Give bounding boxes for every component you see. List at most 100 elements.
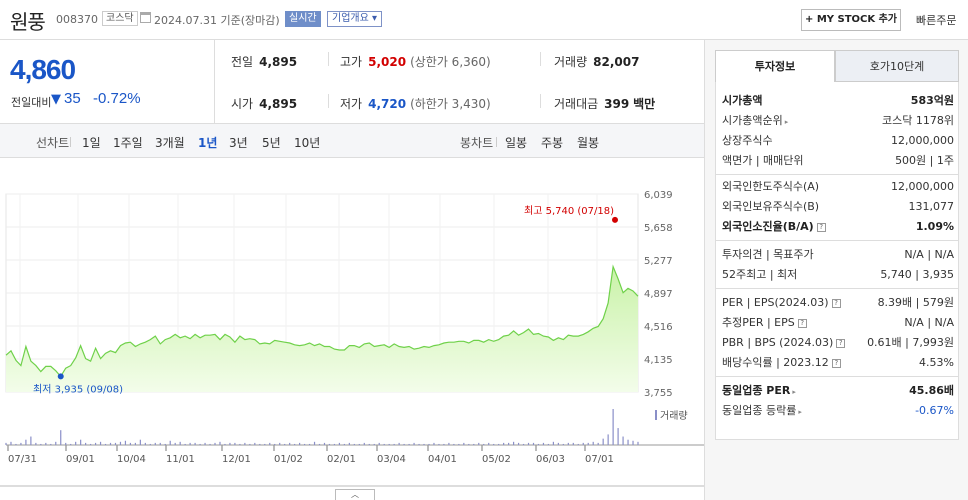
volume-bar: [214, 442, 216, 445]
line-chart-label: 선차트: [36, 136, 70, 150]
volume-bar: [463, 442, 465, 445]
period-1d[interactable]: 1일: [82, 136, 101, 150]
volume-bar: [627, 439, 629, 445]
volume-bar: [269, 442, 271, 445]
x-tick-label: 03/04: [377, 454, 406, 465]
quick-order-link[interactable]: 빠른주문: [916, 14, 957, 27]
volume-bar: [124, 440, 127, 445]
info-row-value: 0.61배 | 7,993원: [867, 336, 954, 349]
x-tick-label: 07/01: [585, 454, 614, 465]
volume-bar: [537, 443, 540, 445]
period-1y[interactable]: 1년: [198, 136, 218, 150]
volume-bar: [557, 442, 559, 445]
info-row-value: N/A | N/A: [904, 248, 954, 261]
volume-bar: [129, 442, 132, 445]
low-price: 저가 4,720 (하한가 3,430): [340, 97, 491, 111]
candle-chart-label: 봉차트: [460, 136, 494, 150]
volume-bar: [493, 443, 495, 445]
divider: [328, 94, 329, 108]
volume-bar: [244, 442, 246, 445]
volume-bar: [75, 441, 77, 445]
volume-bar: [254, 442, 256, 445]
volume-bar: [343, 443, 345, 445]
x-tick-label: 05/02: [482, 454, 511, 465]
info-row-value: 5,740 | 3,935: [880, 268, 954, 281]
info-row-label: PER | EPS(2024.03)?: [722, 294, 841, 312]
caret-right-icon[interactable]: ▸: [798, 408, 802, 416]
low-marker: [57, 373, 64, 380]
volume-bar: [547, 443, 550, 445]
y-tick-label: 4,516: [644, 322, 673, 333]
help-icon[interactable]: ?: [797, 319, 807, 328]
volume-bar: [70, 443, 72, 445]
caret-right-icon[interactable]: ▸: [784, 118, 789, 126]
caret-right-icon[interactable]: ▸: [792, 388, 796, 396]
volume-bar: [45, 442, 47, 445]
info-row: 외국인보유주식수(B) 131,077: [722, 198, 954, 216]
help-icon[interactable]: ?: [831, 359, 841, 368]
info-row-value: 4.53%: [919, 356, 954, 369]
stock-name: 원풍: [10, 10, 46, 34]
period-5y[interactable]: 5년: [262, 136, 281, 150]
volume-bar: [368, 443, 370, 445]
volume-bar: [179, 441, 181, 445]
period-10y[interactable]: 10년: [294, 136, 321, 150]
volume-bar: [264, 443, 266, 445]
help-icon[interactable]: ?: [816, 223, 826, 232]
x-tick-label: 09/01: [66, 454, 95, 465]
info-row: 상장주식수 12,000,000: [722, 132, 954, 150]
change-label: 전일대비: [11, 96, 52, 109]
volume-bar: [80, 439, 82, 445]
volume-bar: [284, 443, 286, 445]
period-3m[interactable]: 3개월: [155, 136, 185, 150]
info-row-value: 131,077: [908, 200, 955, 213]
price-chart[interactable]: 6,039 5,658 5,277 4,897 4,516 4,135 3,755 07/31…: [0, 158, 704, 490]
info-row-label: 투자의견 | 목표주가: [722, 248, 814, 261]
tab-investment-info[interactable]: 투자정보: [715, 50, 835, 82]
period-1w[interactable]: 1주일: [113, 136, 143, 150]
volume-bar: [453, 443, 455, 445]
help-icon[interactable]: ?: [831, 299, 841, 308]
candle-daily[interactable]: 일봉: [505, 136, 528, 150]
volume-bar: [393, 443, 395, 445]
info-row-label: 배당수익률 | 2023.12?: [722, 354, 841, 372]
volume-bar: [348, 442, 350, 445]
info-row-label: 동일업종 PER ▸: [722, 384, 796, 397]
realtime-button[interactable]: 실시간: [285, 11, 321, 27]
volume-bar: [383, 443, 385, 445]
volume-bar: [85, 442, 87, 445]
volume-bar: [303, 443, 306, 445]
volume-bar: [174, 442, 176, 445]
tab-order-book[interactable]: 호가10단계: [835, 50, 959, 82]
info-row: 52주최고 | 최저 5,740 | 3,935: [722, 266, 954, 284]
volume-bar: [224, 443, 226, 445]
open-price: 시가 4,895: [231, 97, 298, 111]
volume-bar: [408, 443, 410, 445]
volume-bar: [114, 442, 117, 445]
volume-bar: [597, 442, 599, 445]
company-overview-dropdown[interactable]: 기업개요 ▾: [327, 11, 383, 27]
x-tick-label: 02/01: [327, 454, 356, 465]
volume: 거래량 82,007: [554, 55, 640, 69]
info-row-value: -0.67%: [915, 404, 954, 417]
help-icon[interactable]: ?: [836, 339, 846, 348]
candle-weekly[interactable]: 주봉: [541, 136, 564, 150]
volume-bar: [637, 441, 639, 445]
divider: [496, 137, 497, 147]
prev-close: 전일 4,895: [231, 55, 298, 69]
volume-bar: [259, 443, 261, 445]
candle-monthly[interactable]: 월봉: [577, 136, 600, 150]
volume-bar: [512, 441, 515, 445]
volume-bar: [20, 442, 22, 445]
volume-bar: [498, 443, 500, 445]
volume-bar: [587, 442, 589, 445]
volume-bar: [159, 442, 161, 445]
x-tick-label: 11/01: [166, 454, 195, 465]
add-my-stock-button[interactable]: + MY STOCK 추가: [801, 9, 901, 31]
volume-bar: [423, 443, 425, 445]
volume-bar: [204, 442, 206, 445]
volume-bar: [617, 428, 619, 445]
chevron-up-icon[interactable]: ︿: [335, 489, 375, 500]
volume-bar: [333, 443, 336, 445]
period-3y[interactable]: 3년: [229, 136, 248, 150]
